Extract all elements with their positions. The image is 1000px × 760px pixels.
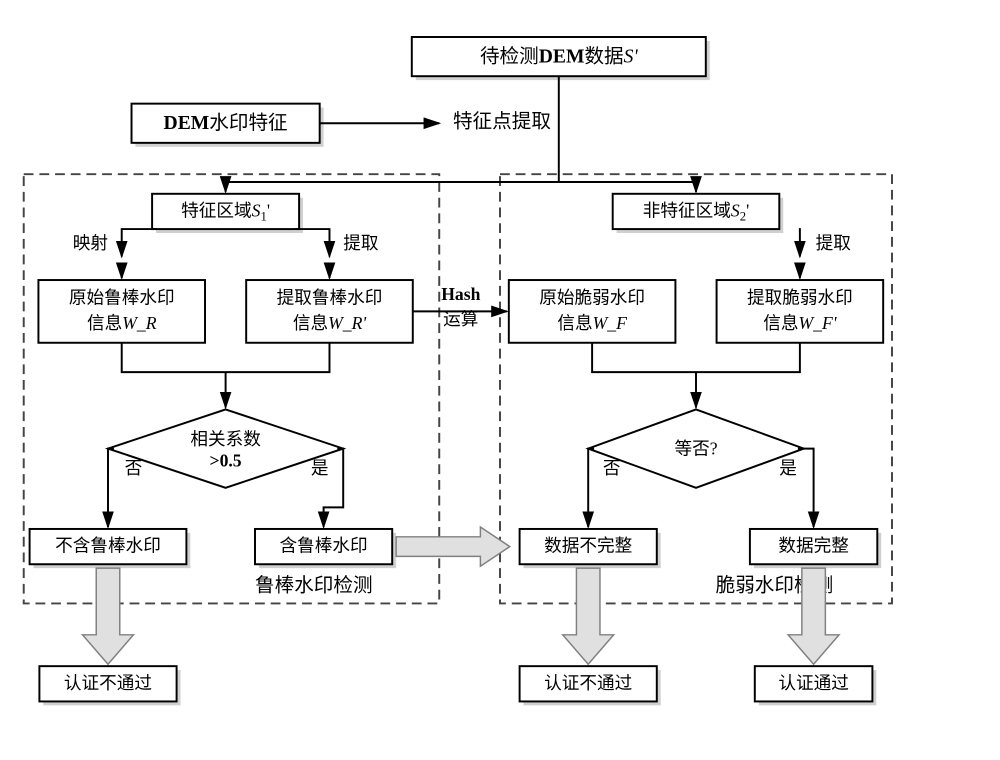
- node-auth-pass: 认证通过: [755, 666, 877, 705]
- svg-text:认证通过: 认证通过: [778, 673, 849, 693]
- big-arrow-down-2: [563, 568, 614, 664]
- edge-extract-1: 提取: [343, 233, 379, 253]
- node-data-incomplete: 数据不完整: [520, 529, 661, 568]
- node-wr-orig: 原始鲁棒水印 信息W_R: [38, 280, 205, 343]
- svg-text:等否?: 等否?: [674, 439, 717, 459]
- svg-text:信息W_R: 信息W_R: [87, 313, 157, 333]
- label-feature-ext: 特征点提取: [453, 111, 551, 133]
- big-arrow-right: [396, 527, 510, 566]
- svg-text:信息W_F: 信息W_F: [557, 313, 627, 333]
- edge-no-1: 否: [125, 458, 143, 478]
- node-auth-fail-1: 认证不通过: [39, 666, 180, 705]
- node-auth-fail-2: 认证不通过: [520, 666, 661, 705]
- decision-corr: 相关系数 >0.5: [108, 409, 343, 487]
- svg-text:数据不完整: 数据不完整: [544, 536, 632, 556]
- svg-text:认证不通过: 认证不通过: [64, 673, 152, 693]
- hash-l1: Hash: [441, 284, 480, 304]
- svg-text:待检测DEM数据S': 待检测DEM数据S': [480, 45, 638, 67]
- flowchart: 待检测DEM数据S' DEM水印特征 特征点提取 特征区域S1' 非特征区域S2…: [10, 10, 990, 750]
- svg-text:相关系数: 相关系数: [190, 429, 261, 449]
- svg-text:>0.5: >0.5: [210, 450, 242, 470]
- svg-text:特征区域S1': 特征区域S1': [181, 200, 270, 223]
- svg-text:数据完整: 数据完整: [778, 536, 849, 556]
- node-top: 待检测DEM数据S': [412, 37, 710, 80]
- node-s1: 特征区域S1': [152, 194, 303, 233]
- big-arrow-down-1: [83, 568, 134, 664]
- hash-l2: 运算: [443, 309, 478, 329]
- svg-text:提取脆弱水印: 提取脆弱水印: [747, 288, 853, 308]
- svg-text:DEM水印特征: DEM水印特征: [164, 112, 288, 134]
- edge-no-2: 否: [603, 458, 621, 478]
- node-no-robust: 不含鲁棒水印: [30, 529, 191, 568]
- svg-text:不含鲁棒水印: 不含鲁棒水印: [55, 536, 161, 556]
- node-data-complete: 数据完整: [750, 529, 881, 568]
- section-left: 鲁棒水印检测: [255, 575, 373, 597]
- svg-text:提取鲁棒水印: 提取鲁棒水印: [277, 288, 383, 308]
- node-wf-orig: 原始脆弱水印 信息W_F: [509, 280, 676, 343]
- svg-text:信息W_F': 信息W_F': [763, 313, 838, 333]
- node-dem-feature: DEM水印特征: [132, 104, 324, 147]
- edge-extract-2: 提取: [816, 233, 852, 253]
- svg-text:含鲁棒水印: 含鲁棒水印: [280, 536, 368, 556]
- svg-text:非特征区域S2': 非特征区域S2': [643, 200, 750, 223]
- node-s2: 非特征区域S2': [613, 194, 784, 233]
- edge-yes-1: 是: [311, 458, 329, 478]
- svg-text:信息W_R': 信息W_R': [293, 313, 368, 333]
- edge-map: 映射: [73, 233, 108, 253]
- edge-yes-2: 是: [779, 458, 797, 478]
- svg-text:原始脆弱水印: 原始脆弱水印: [539, 288, 645, 308]
- node-wf-ext: 提取脆弱水印 信息W_F': [717, 280, 884, 343]
- svg-text:原始鲁棒水印: 原始鲁棒水印: [69, 288, 175, 308]
- svg-text:认证不通过: 认证不通过: [544, 673, 632, 693]
- node-wr-ext: 提取鲁棒水印 信息W_R': [246, 280, 413, 343]
- node-has-robust: 含鲁棒水印: [255, 529, 396, 568]
